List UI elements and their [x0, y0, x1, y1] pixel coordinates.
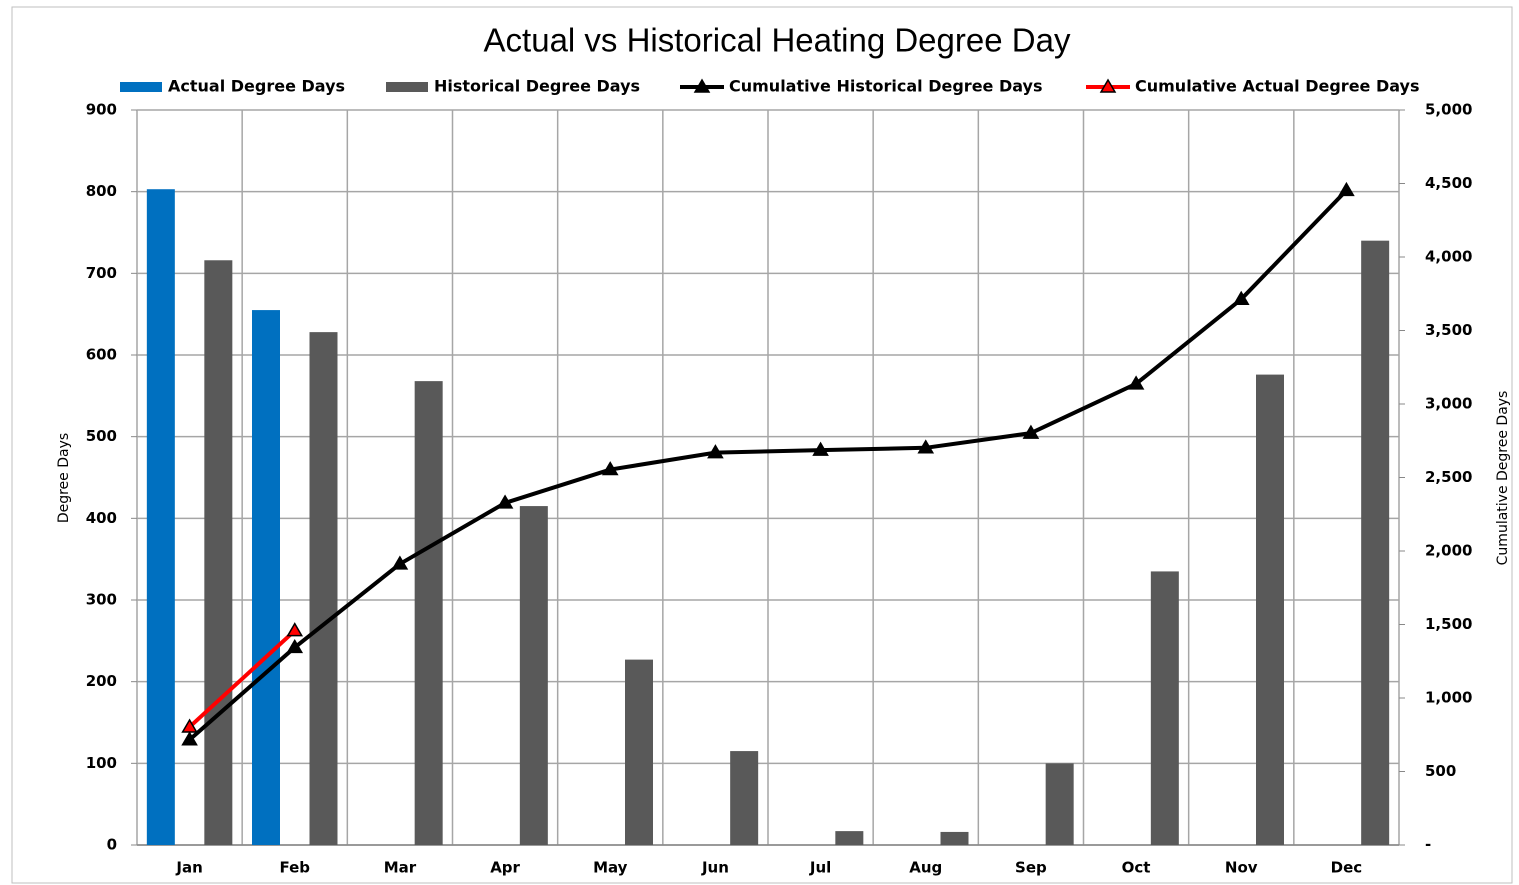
line-marker [286, 638, 304, 654]
y-tick-label: 200 [86, 672, 117, 690]
line-marker [181, 731, 198, 746]
y-tick-label: 600 [86, 346, 117, 364]
chart-frame [11, 6, 1513, 884]
legend-label: Historical Degree Days [434, 77, 640, 96]
bar [414, 381, 443, 845]
y2-axis-label: Cumulative Degree Days [1495, 391, 1511, 566]
y2-tick-label: 1,000 [1425, 689, 1472, 707]
x-tick-label: Jan [175, 859, 202, 877]
bar [1256, 374, 1284, 845]
line-marker [812, 441, 829, 456]
y2-tick-label: 2,000 [1425, 542, 1472, 560]
line-marker [917, 439, 935, 454]
legend-label: Cumulative Actual Degree Days [1135, 77, 1420, 96]
y2-tick-label: - [1425, 836, 1431, 854]
line-marker [286, 622, 304, 637]
y-tick-label: 100 [86, 754, 117, 772]
x-tick-label: Mar [384, 859, 417, 877]
bar [146, 189, 175, 845]
chart-title: Actual vs Historical Heating Degree Day [484, 22, 1071, 59]
legend-swatch [120, 82, 162, 92]
y2-tick-label: 1,500 [1425, 615, 1472, 633]
bar [519, 506, 548, 845]
legend-marker [1099, 78, 1117, 93]
bar [625, 659, 653, 845]
y-tick-label: 700 [86, 264, 117, 282]
y2-tick-label: 2,500 [1425, 468, 1472, 486]
legend-label: Actual Degree Days [168, 77, 345, 96]
bar [1361, 240, 1390, 845]
y-tick-label: 900 [86, 101, 117, 119]
y2-tick-label: 500 [1425, 762, 1456, 780]
bar [1045, 763, 1074, 845]
y2-tick-label: 3,000 [1425, 395, 1472, 413]
line-marker [1338, 181, 1355, 197]
y-axis-label: Degree Days [56, 433, 72, 523]
line [188, 629, 297, 729]
x-tick-label: Oct [1122, 859, 1151, 877]
x-tick-label: Dec [1331, 859, 1363, 877]
x-tick-label: Jul [809, 859, 831, 877]
line-marker [496, 494, 514, 509]
bar [940, 831, 969, 845]
y-tick-label: 500 [86, 427, 117, 445]
bar [309, 332, 338, 846]
y2-tick-label: 5,000 [1425, 101, 1472, 119]
y-tick-label: 300 [86, 591, 117, 609]
bar [730, 751, 759, 845]
x-tick-label: Sep [1015, 859, 1047, 877]
y2-tick-label: 4,500 [1425, 174, 1472, 192]
x-tick-label: Apr [490, 859, 520, 877]
line-marker [1127, 375, 1145, 390]
x-tick-label: Jun [701, 859, 729, 877]
bar [204, 260, 233, 845]
y-tick-label: 800 [86, 182, 117, 200]
x-tick-label: Aug [909, 859, 942, 877]
x-tick-label: May [593, 859, 628, 877]
x-tick-label: Nov [1225, 859, 1258, 877]
legend-swatch [386, 82, 428, 92]
y2-tick-label: 3,500 [1425, 321, 1472, 339]
line-marker [1232, 290, 1250, 305]
y-tick-label: 400 [86, 509, 117, 527]
line-marker [707, 444, 724, 459]
x-tick-label: Feb [279, 859, 310, 877]
line-marker [601, 461, 619, 476]
bar [835, 831, 864, 845]
legend-marker [693, 78, 711, 93]
y2-tick-label: 4,000 [1425, 248, 1472, 266]
line [188, 189, 1348, 742]
line-marker [181, 718, 198, 733]
bar [1150, 571, 1179, 845]
y-tick-label: 0 [107, 836, 117, 854]
line-marker [391, 555, 409, 570]
line-marker [1022, 424, 1040, 439]
bar [252, 310, 280, 845]
legend-label: Cumulative Historical Degree Days [729, 77, 1043, 96]
